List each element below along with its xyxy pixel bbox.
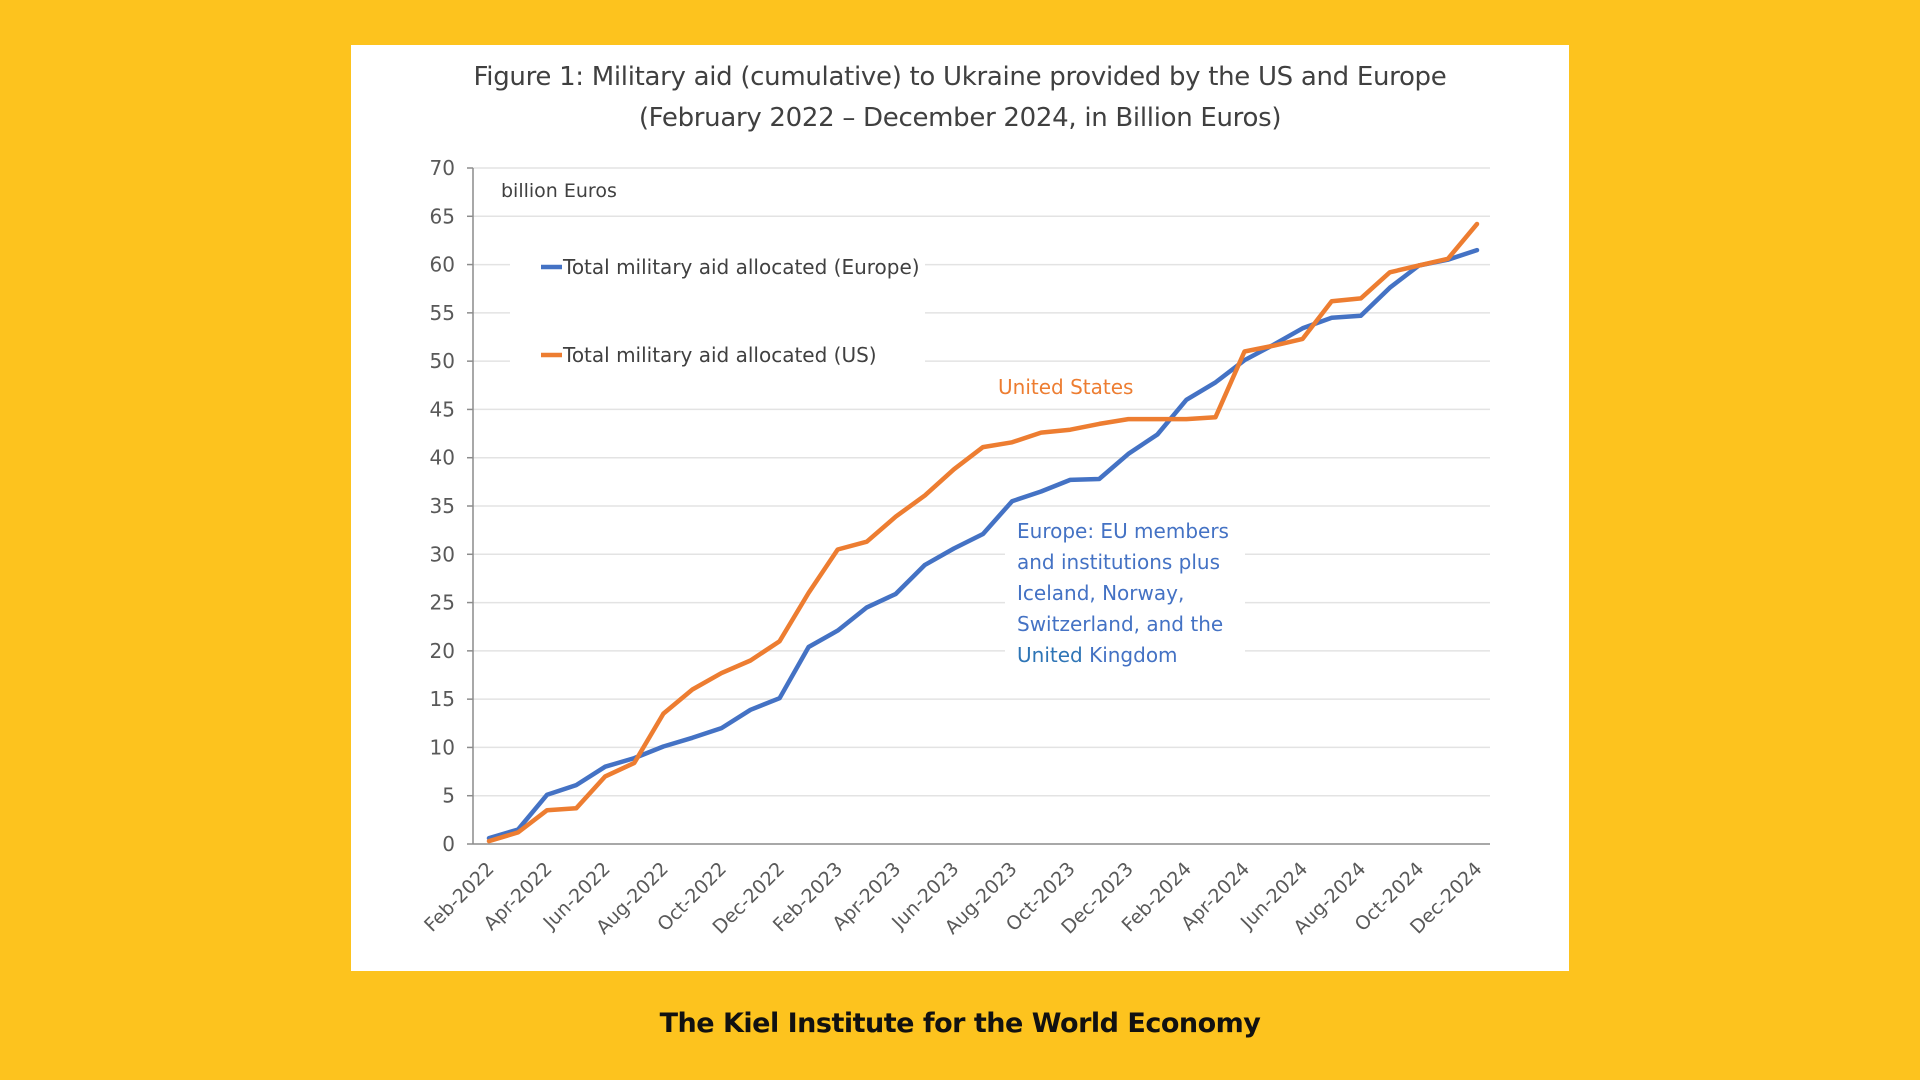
legend-mask: [510, 325, 925, 375]
annotation-europe-tail: Kingdom: [1082, 643, 1178, 667]
legend-label-europe: Total military aid allocated (Europe): [562, 255, 920, 279]
y-tick-label: 20: [430, 639, 455, 663]
x-axis-ticks: Feb-2022Apr-2022Jun-2022Aug-2022Oct-2022…: [420, 858, 1486, 939]
annotation-europe-line: Switzerland, and the: [1017, 612, 1224, 636]
chart-subtitle: (February 2022 – December 2024, in Billi…: [638, 103, 1282, 133]
chart-title: Figure 1: Military aid (cumulative) to U…: [473, 62, 1447, 92]
y-tick-label: 55: [430, 301, 455, 325]
y-tick-label: 15: [430, 687, 455, 711]
y-tick-label: 5: [442, 784, 455, 808]
y-tick-label: 45: [430, 397, 455, 421]
y-tick-label: 60: [430, 253, 455, 277]
y-tick-label: 50: [430, 349, 455, 373]
y-tick-label: 35: [430, 494, 455, 518]
y-axis-ticks: 0 5 10 15 20 25 30 35 40 45 50 55 60 65 70: [430, 156, 473, 856]
legend-label-us: Total military aid allocated (US): [562, 343, 877, 367]
series-line-us: [486, 221, 1480, 844]
annotation-europe-line: Europe: EU members: [1017, 519, 1229, 543]
y-tick-label: 70: [430, 156, 455, 180]
y-tick-label: 10: [430, 735, 455, 759]
y-tick-label: 65: [430, 204, 455, 228]
footer-credit: The Kiel Institute for the World Economy: [659, 1008, 1261, 1039]
annotation-europe-line: United Kingdom: [1017, 640, 1229, 671]
annotation-mask: [1005, 520, 1245, 685]
y-tick-label: 25: [430, 591, 455, 615]
y-tick-label: 0: [442, 832, 455, 856]
series-lines: [486, 221, 1480, 844]
legend: Total military aid allocated (Europe) Tot…: [541, 255, 920, 367]
chart-card: [351, 45, 1569, 971]
y-tick-label: 30: [430, 542, 455, 566]
y-tick-label: 40: [430, 446, 455, 470]
legend-background: [510, 238, 1245, 685]
annotation-europe-accent: United: [1017, 643, 1083, 667]
annotation-europe: Europe: EU members and institutions plus…: [1017, 516, 1229, 671]
annotation-united-states: United States: [998, 375, 1134, 399]
y-axis-unit-label: billion Euros: [501, 180, 617, 202]
annotation-europe-line: and institutions plus: [1017, 550, 1220, 574]
annotation-europe-line: Iceland, Norway,: [1017, 581, 1185, 605]
